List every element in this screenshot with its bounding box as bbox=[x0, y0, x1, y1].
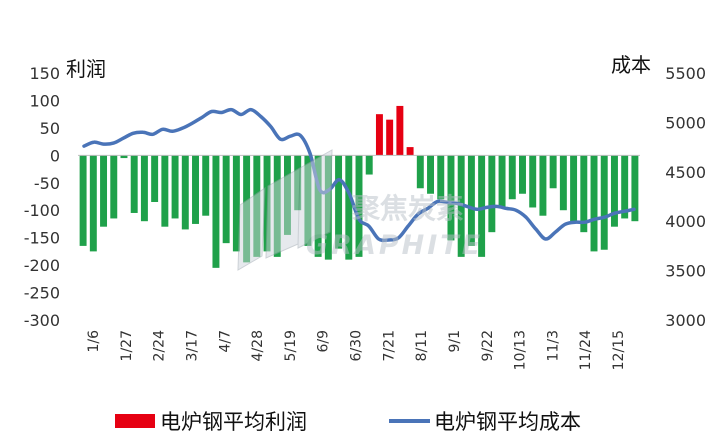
left-tick-label: -150 bbox=[24, 229, 60, 248]
profit-bar bbox=[467, 155, 475, 246]
profit-bar bbox=[549, 155, 557, 189]
profit-bar bbox=[498, 155, 506, 208]
left-tick-label: -200 bbox=[24, 256, 60, 275]
x-tick-label: 3/17 bbox=[184, 330, 200, 361]
profit-bar bbox=[89, 155, 97, 252]
profit-bar bbox=[181, 155, 189, 230]
x-tick-label: 1/27 bbox=[119, 330, 135, 361]
right-tick-label: 3000 bbox=[665, 311, 706, 330]
watermark-logo-mark bbox=[237, 149, 333, 271]
profit-bar bbox=[580, 155, 588, 233]
profit-bar bbox=[130, 155, 138, 213]
x-tick-label: 6/30 bbox=[349, 330, 365, 361]
watermark-text-cn: 聚焦炭素 bbox=[351, 192, 464, 225]
profit-bar bbox=[478, 155, 486, 257]
profit-bar bbox=[447, 155, 455, 241]
profit-bar bbox=[212, 155, 220, 268]
right-tick-label: 5500 bbox=[665, 64, 706, 83]
x-axis-ticks: 1/6 1/27 2/24 3/17 4/7 4/28 5/19 6/9 6/30 7/21 8/1… bbox=[86, 330, 627, 370]
profit-bar bbox=[100, 155, 108, 227]
right-tick-label: 5000 bbox=[665, 113, 706, 132]
profit-bar bbox=[590, 155, 598, 252]
legend: 电炉钢平均利润 电炉钢平均成本 bbox=[115, 410, 581, 434]
profit-bar bbox=[161, 155, 169, 227]
x-tick-label: 9/22 bbox=[480, 330, 496, 361]
x-tick-label: 6/9 bbox=[316, 330, 332, 353]
profit-bar bbox=[529, 155, 537, 208]
right-tick-label: 3500 bbox=[665, 262, 706, 281]
watermark: 聚焦炭素 GRAPHITE bbox=[237, 149, 483, 271]
profit-bar bbox=[355, 155, 363, 257]
profit-bar bbox=[539, 155, 547, 216]
profit-bar bbox=[222, 155, 230, 244]
profit-bar bbox=[570, 155, 578, 222]
profit-bar bbox=[140, 155, 148, 222]
x-tick-label: 7/21 bbox=[381, 330, 397, 361]
profit-bar bbox=[427, 155, 434, 194]
x-tick-label: 2/24 bbox=[152, 330, 168, 362]
profit-bar bbox=[406, 147, 414, 156]
x-tick-label: 4/28 bbox=[250, 330, 266, 361]
right-axis-ticks: 5500 5000 4500 4000 3500 3000 bbox=[665, 64, 706, 330]
x-tick-label: 12/15 bbox=[611, 330, 627, 370]
profit-bar bbox=[79, 155, 87, 246]
x-tick-label: 4/7 bbox=[217, 330, 233, 353]
left-tick-label: 150 bbox=[29, 64, 60, 83]
profit-bar bbox=[386, 119, 394, 156]
left-tick-label: -50 bbox=[34, 174, 60, 193]
profit-bar bbox=[151, 155, 159, 202]
profit-bar bbox=[202, 155, 210, 216]
profit-bar bbox=[120, 155, 128, 159]
right-tick-label: 4000 bbox=[665, 212, 706, 231]
legend-label-cost: 电炉钢平均成本 bbox=[434, 410, 581, 434]
left-tick-label: 50 bbox=[40, 119, 60, 138]
x-tick-label: 10/13 bbox=[513, 330, 529, 370]
legend-label-profit: 电炉钢平均利润 bbox=[160, 410, 307, 434]
line-layer bbox=[82, 107, 636, 243]
profit-bar bbox=[600, 155, 608, 250]
profit-bar bbox=[171, 155, 179, 219]
profit-bar bbox=[416, 155, 424, 189]
x-tick-label: 11/24 bbox=[578, 330, 594, 370]
profit-bar bbox=[488, 155, 496, 233]
x-tick-label: 8/11 bbox=[414, 330, 430, 361]
profit-bar bbox=[110, 155, 118, 219]
profit-bar bbox=[345, 155, 353, 260]
watermark-text-en: GRAPHITE bbox=[306, 230, 483, 261]
profit-bar bbox=[335, 155, 343, 249]
cost-line bbox=[82, 107, 636, 243]
profit-bar bbox=[631, 155, 639, 222]
profit-bar bbox=[610, 155, 618, 227]
left-tick-label: -300 bbox=[24, 311, 60, 330]
x-tick-label: 9/1 bbox=[447, 330, 463, 353]
right-tick-label: 4500 bbox=[665, 163, 706, 182]
left-tick-label: 100 bbox=[29, 91, 60, 110]
left-axis-ticks: 150 100 50 0 -50 -100 -150 -200 -250 -300 bbox=[24, 64, 60, 330]
profit-bar bbox=[437, 155, 445, 200]
profit-bar bbox=[365, 155, 373, 175]
right-axis-title: 成本 bbox=[611, 53, 651, 77]
legend-swatch-profit bbox=[115, 414, 155, 428]
profit-bar bbox=[508, 155, 516, 200]
profit-bar bbox=[232, 155, 240, 252]
profit-bar bbox=[519, 155, 526, 194]
x-tick-label: 1/6 bbox=[86, 330, 102, 353]
profit-bar bbox=[559, 155, 567, 211]
x-tick-label: 5/19 bbox=[283, 330, 299, 361]
left-tick-label: -250 bbox=[24, 284, 60, 303]
profit-bar bbox=[375, 114, 383, 156]
left-tick-label: -100 bbox=[24, 201, 60, 220]
x-tick-label: 11/3 bbox=[545, 330, 561, 361]
profit-bar bbox=[621, 155, 629, 219]
profit-bar bbox=[192, 155, 199, 224]
left-tick-label: 0 bbox=[50, 146, 60, 165]
left-axis-title: 利润 bbox=[66, 57, 106, 81]
profit-bar bbox=[396, 105, 404, 156]
